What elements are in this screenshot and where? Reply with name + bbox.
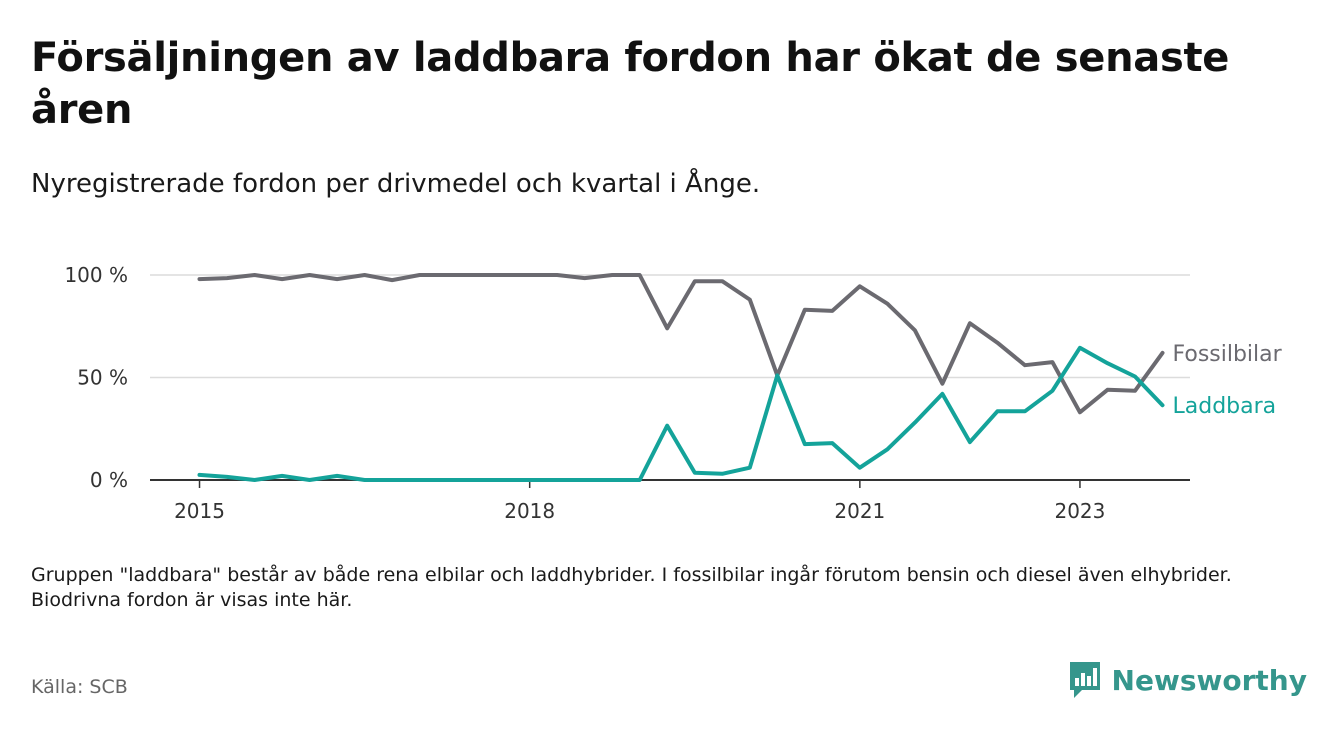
chart-subtitle: Nyregistrerade fordon per drivmedel och …: [31, 169, 761, 199]
series-line-fossilbilar: [197, 273, 1165, 415]
y-axis-ticks: 0 % 50 % 100 %: [64, 263, 128, 492]
line-chart: 0 % 50 % 100 % 2015 2018 2021 2023 Fossilbila…: [64, 263, 1282, 523]
brand-logo[interactable]: Newsworthy: [1068, 660, 1307, 700]
brand-name: Newsworthy: [1111, 663, 1307, 697]
gridlines: [150, 274, 1190, 481]
chart-title: Försäljningen av laddbara fordon har öka…: [31, 35, 1230, 133]
series-label-laddbara: Laddbara: [1172, 394, 1276, 419]
y-tick-label: 50 %: [77, 366, 128, 390]
newsworthy-logo-icon: [1069, 662, 1100, 698]
series-lines: [197, 273, 1165, 482]
source-label: Källa: SCB: [31, 676, 128, 698]
y-tick-label: 0 %: [90, 468, 128, 492]
series-label-fossilbilar: Fossilbilar: [1172, 342, 1282, 367]
series-line-laddbara: [197, 345, 1165, 482]
x-tick-label: 2021: [834, 499, 885, 523]
x-tick-label: 2015: [174, 499, 225, 523]
chart-note: Gruppen "laddbara" består av både rena e…: [31, 564, 1232, 611]
x-axis-ticks: 2015 2018 2021 2023: [174, 480, 1105, 523]
x-tick-label: 2018: [504, 499, 555, 523]
x-tick-label: 2023: [1054, 499, 1105, 523]
series-labels: Fossilbilar Laddbara: [1172, 342, 1282, 419]
y-tick-label: 100 %: [64, 263, 128, 287]
